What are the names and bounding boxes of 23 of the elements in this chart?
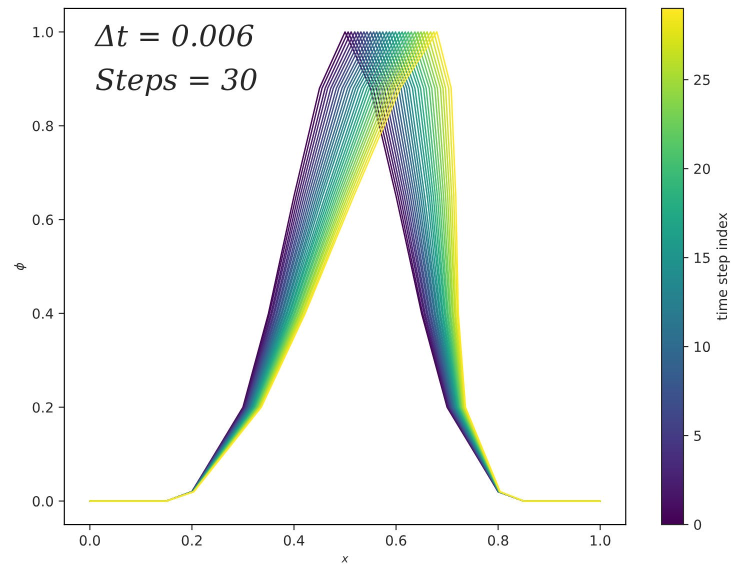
annotation: Steps = 30 — [96, 68, 256, 96]
color-bar-label: 5 — [694, 430, 701, 442]
y-tick-label: 0.4 — [32, 308, 54, 319]
color-bar-label: 20 — [694, 164, 710, 174]
color-bar-label: 0 — [694, 519, 702, 530]
x-tick-label: 0.4 — [284, 535, 304, 546]
y-tick-label: 0.6 — [32, 214, 54, 226]
x-tick-label: 0.2 — [182, 535, 202, 546]
color-bar-label: 10 — [694, 342, 710, 352]
y-axis-title: ϕ — [14, 262, 26, 270]
y-tick-label: 0.8 — [32, 120, 53, 132]
x-axis-title: x — [341, 556, 348, 562]
y-tick-label: 0.2 — [32, 402, 53, 413]
y-tick-label: 1.0 — [33, 26, 53, 38]
x-tick-label: 1.0 — [590, 535, 610, 546]
y-tick-label: 0.0 — [32, 496, 53, 507]
x-tick-label: 0.0 — [80, 535, 100, 546]
color-bar-label: 25 — [694, 74, 710, 86]
color-bar-label: 15 — [694, 252, 710, 264]
x-tick-label: 0.8 — [488, 535, 508, 546]
color-bar-title: time step index — [716, 212, 730, 320]
annotation: Δt = 0.006 — [94, 24, 254, 47]
x-tick-label: 0.6 — [386, 535, 406, 546]
